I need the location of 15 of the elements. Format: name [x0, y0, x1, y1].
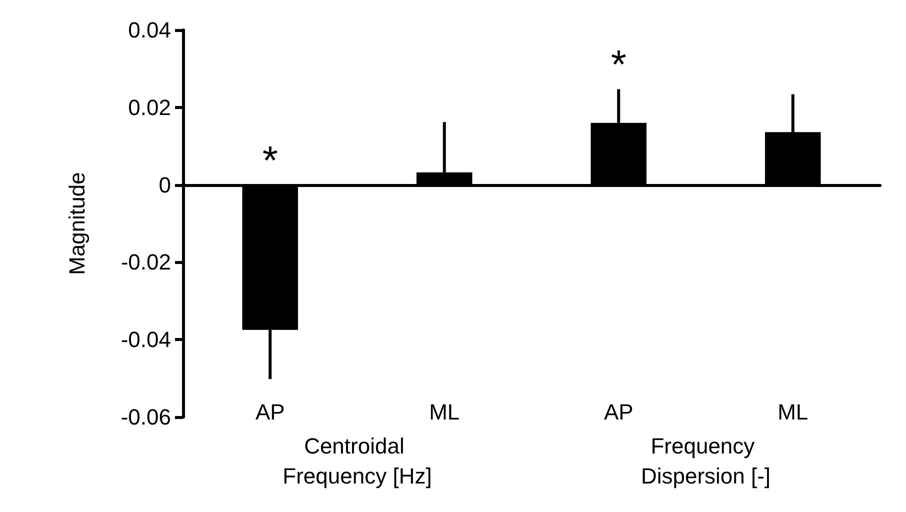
x-tick-label: AP	[604, 400, 634, 424]
text: Frequency Dispersion [-]	[640, 434, 771, 488]
x-tick-label: ML	[778, 400, 808, 424]
y-tick-label: 0.02	[128, 94, 171, 120]
y-tick-label: 0	[158, 172, 171, 198]
annotation: *	[610, 43, 626, 88]
x-tick-label: AP	[255, 400, 285, 424]
y-axis-title: Magnitude	[64, 172, 90, 275]
y-tick-label: 0.04	[128, 18, 171, 42]
y-tick-label: -0.04	[120, 327, 171, 352]
y-tick-label: -0.02	[120, 250, 171, 275]
annotation: *	[262, 138, 278, 183]
text: Centroidal Frequency [Hz]	[282, 434, 432, 488]
y-tick-label: -0.06	[120, 404, 171, 430]
x-tick-label: ML	[429, 400, 460, 424]
